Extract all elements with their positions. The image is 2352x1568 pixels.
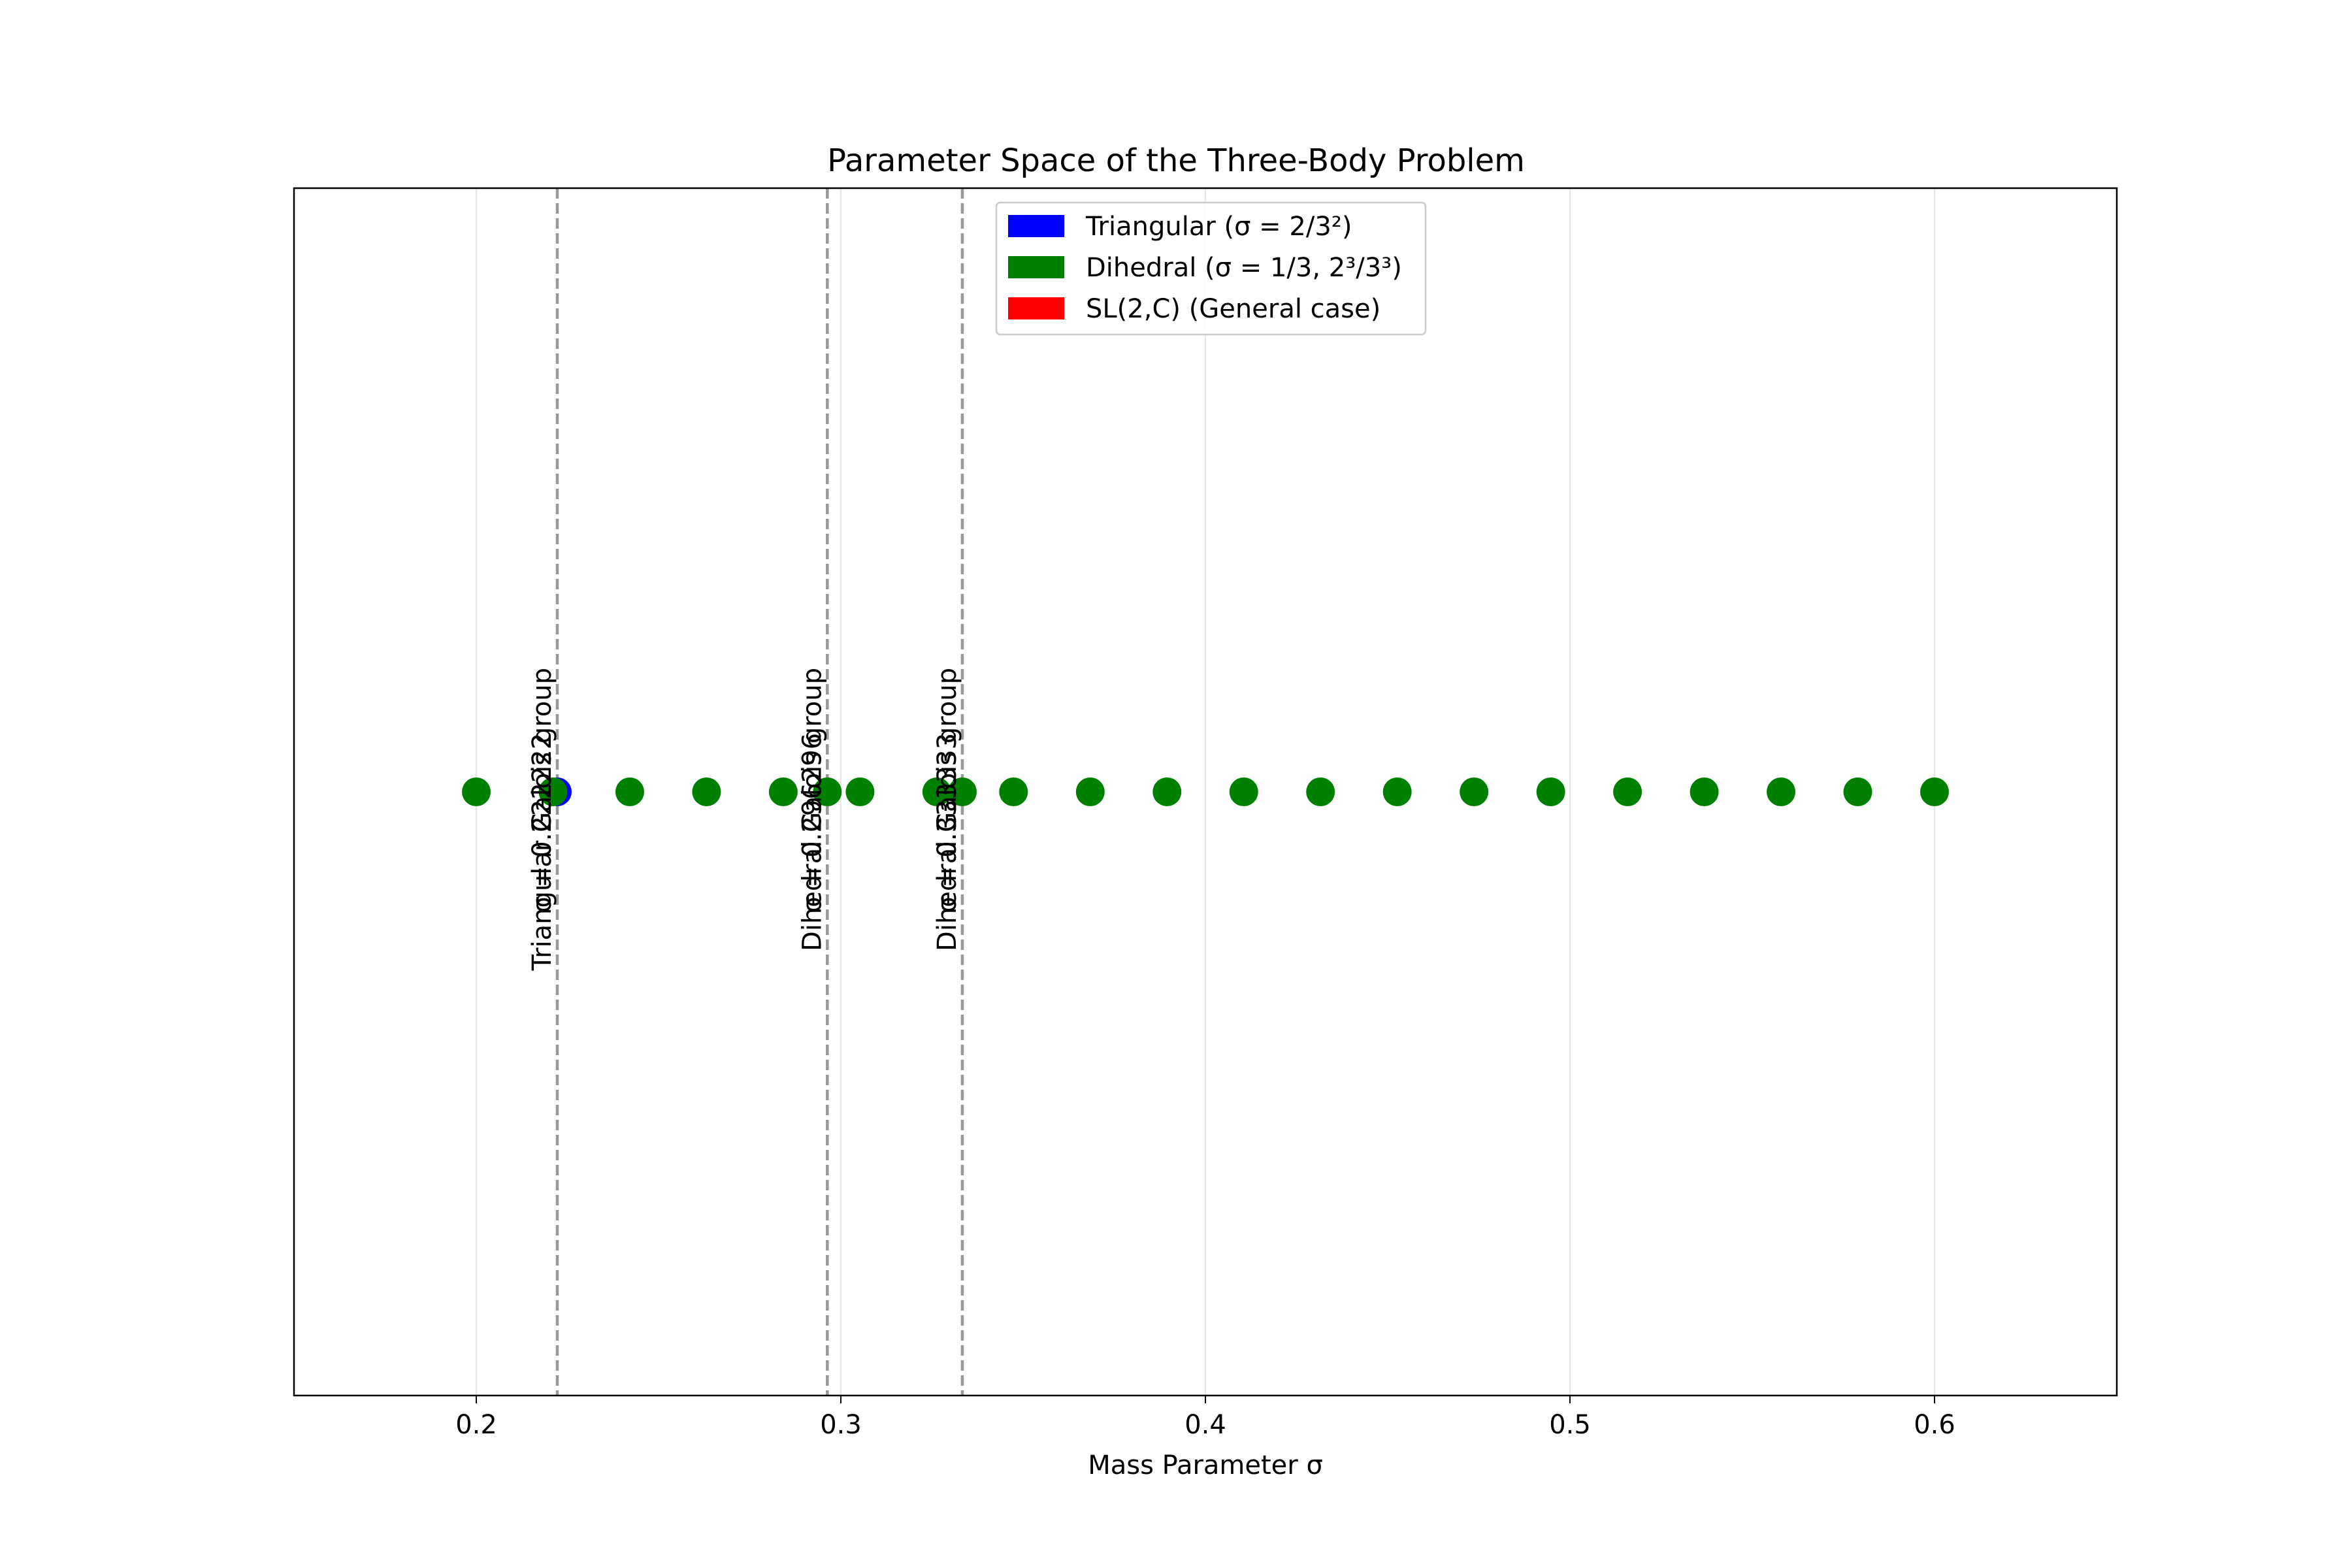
data-point bbox=[1075, 777, 1105, 806]
data-point bbox=[999, 777, 1028, 806]
data-point bbox=[813, 777, 842, 806]
data-point bbox=[538, 777, 568, 806]
x-tick-label: 0.5 bbox=[1549, 1410, 1591, 1440]
data-point bbox=[462, 777, 491, 806]
legend-swatch bbox=[1008, 256, 1064, 278]
data-points bbox=[462, 777, 1949, 806]
group-annotation: Dihedral Galois group bbox=[932, 668, 962, 951]
data-point bbox=[1920, 777, 1949, 806]
data-point bbox=[1382, 777, 1412, 806]
legend-swatch bbox=[1008, 297, 1064, 319]
chart-title: Parameter Space of the Three-Body Proble… bbox=[827, 142, 1525, 179]
value-annotation: σ = 0.333333 bbox=[932, 733, 962, 913]
data-point bbox=[1229, 777, 1258, 806]
x-tick-label: 0.3 bbox=[820, 1410, 862, 1440]
data-point bbox=[692, 777, 721, 806]
data-point bbox=[1460, 777, 1489, 806]
data-point bbox=[845, 777, 875, 806]
legend-label: SL(2,C) (General case) bbox=[1086, 294, 1380, 324]
data-point bbox=[1306, 777, 1335, 806]
legend-label: Triangular (σ = 2/3²) bbox=[1085, 212, 1352, 242]
group-annotation: Triangular Galois group bbox=[527, 668, 557, 971]
group-annotation: Dihedral Galois group bbox=[797, 668, 827, 951]
data-point bbox=[768, 777, 798, 806]
legend-box bbox=[995, 201, 1427, 336]
legend: Triangular (σ = 2/3²) Dihedral (σ = 1/3, … bbox=[995, 201, 1427, 336]
data-point bbox=[922, 777, 951, 806]
data-point bbox=[1767, 777, 1796, 806]
value-annotation: σ = 0.296296 bbox=[797, 733, 827, 913]
x-axis-label: Mass Parameter σ bbox=[1088, 1450, 1323, 1480]
x-tick-label: 0.4 bbox=[1184, 1410, 1226, 1440]
x-tick-label: 0.6 bbox=[1914, 1410, 1955, 1440]
x-tick-label: 0.2 bbox=[455, 1410, 497, 1440]
data-point bbox=[947, 777, 977, 806]
data-point bbox=[615, 777, 644, 806]
legend-swatch bbox=[1008, 215, 1064, 237]
data-point bbox=[1613, 777, 1642, 806]
value-annotation: σ = 0.222222 bbox=[527, 733, 557, 913]
data-point bbox=[1152, 777, 1182, 806]
legend-label: Dihedral (σ = 1/3, 2³/3³) bbox=[1086, 253, 1402, 283]
x-axis-ticks: 0.2 0.3 0.4 0.5 0.6 bbox=[455, 1396, 1955, 1440]
data-point bbox=[1690, 777, 1719, 806]
data-point bbox=[1536, 777, 1565, 806]
data-point bbox=[1843, 777, 1872, 806]
